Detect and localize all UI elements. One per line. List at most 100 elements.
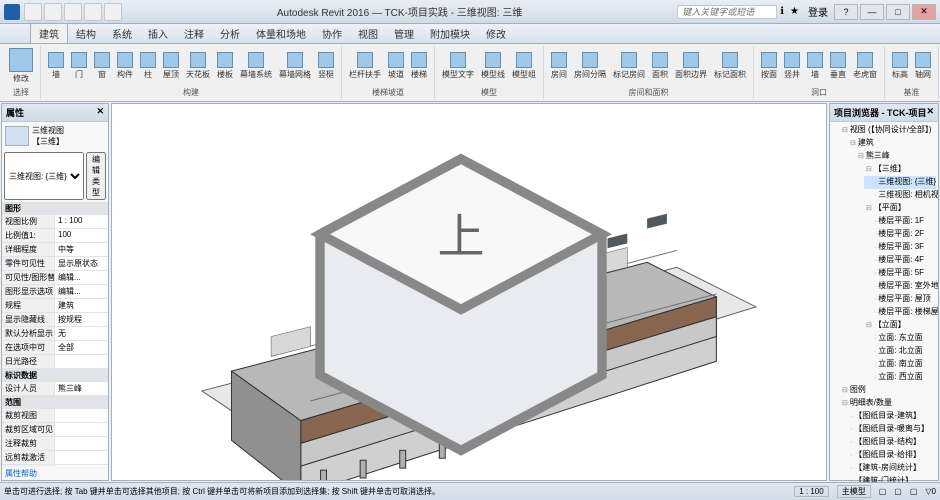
property-row[interactable]: 比例值1:100 xyxy=(2,229,108,243)
tree-item[interactable]: 视图 (【协同设计/全部】) xyxy=(832,124,936,137)
ribbon-button[interactable]: 标记面积 xyxy=(711,51,749,81)
ribbon-button[interactable]: 门 xyxy=(68,51,90,81)
tree-item[interactable]: 【立面】 xyxy=(856,319,936,332)
property-row[interactable]: 视图比例1 : 100 xyxy=(2,215,108,229)
properties-help-link[interactable]: 属性帮助 xyxy=(2,467,108,480)
tree-item[interactable]: 【三维】 xyxy=(856,163,936,176)
ribbon-tab[interactable]: 体量和场地 xyxy=(248,24,314,43)
tree-item[interactable]: 楼层平面: 屋顶 xyxy=(864,293,936,306)
ribbon-button[interactable]: 房间 xyxy=(548,51,570,81)
property-row[interactable]: 注释裁剪 xyxy=(2,437,108,451)
ribbon-button[interactable]: 模型组 xyxy=(509,51,539,81)
ribbon-button[interactable]: 垂直 xyxy=(827,51,849,81)
property-row[interactable]: 图形显示选项编辑... xyxy=(2,285,108,299)
tree-item[interactable]: 楼层平面: 5F xyxy=(864,267,936,280)
type-selector[interactable]: 三维视图【三维】 xyxy=(2,122,108,150)
property-row[interactable]: 详细程度中等 xyxy=(2,243,108,257)
property-row[interactable]: 裁剪区域可见 xyxy=(2,423,108,437)
property-section[interactable]: 图形 xyxy=(2,202,108,215)
info-icon[interactable]: ℹ xyxy=(780,6,784,17)
tree-item[interactable]: 立面: 北立面 xyxy=(864,345,936,358)
ribbon-tab[interactable]: 协作 xyxy=(314,24,350,43)
tree-item[interactable]: 楼层平面: 3F xyxy=(864,241,936,254)
ribbon-button[interactable]: 栏杆扶手 xyxy=(346,51,384,81)
property-row[interactable]: 设计人员熊三峰 xyxy=(2,382,108,396)
panel-close-icon[interactable]: ✕ xyxy=(96,106,104,119)
ribbon-tab[interactable]: 系统 xyxy=(104,24,140,43)
sb-icon[interactable]: ▢ xyxy=(879,487,887,496)
tree-item[interactable]: 熊三峰 xyxy=(848,150,936,163)
model-display[interactable]: 主模型 xyxy=(837,485,871,498)
tree-item[interactable]: 立面: 南立面 xyxy=(864,358,936,371)
ribbon-button[interactable]: 坡道 xyxy=(385,51,407,81)
app-logo[interactable] xyxy=(4,4,20,20)
tree-item[interactable]: 【图纸目录-给排】 xyxy=(840,449,936,462)
ribbon-button[interactable]: 竖梃 xyxy=(315,51,337,81)
user-signin[interactable]: 登录 xyxy=(808,4,828,19)
property-row[interactable]: 零件可见性显示原状态 xyxy=(2,257,108,271)
ribbon-button[interactable]: 墙 xyxy=(45,51,67,81)
tree-item[interactable]: 建筑 xyxy=(840,137,936,150)
ribbon-button[interactable]: 竖井 xyxy=(781,51,803,81)
ribbon-tab[interactable]: 视图 xyxy=(350,24,386,43)
ribbon-tab[interactable]: 管理 xyxy=(386,24,422,43)
tree-item[interactable]: 立面: 东立面 xyxy=(864,332,936,345)
tree-item[interactable]: 【图纸目录-结构】 xyxy=(840,436,936,449)
ribbon-button[interactable]: 模型文字 xyxy=(439,51,477,81)
tree-item[interactable]: 图例 xyxy=(832,384,936,397)
minimize-button[interactable]: — xyxy=(860,4,884,20)
edit-type-button[interactable]: 编辑类型 xyxy=(86,152,106,200)
3d-viewport[interactable]: 上 xyxy=(111,103,827,481)
ribbon-button[interactable]: 柱 xyxy=(137,51,159,81)
project-browser-tree[interactable]: 视图 (【协同设计/全部】)建筑熊三峰【三维】三维视图: {三维}三维视图: 相… xyxy=(830,122,938,482)
ribbon-button[interactable]: 楼梯 xyxy=(408,51,430,81)
property-row[interactable]: 日光路径 xyxy=(2,355,108,369)
ribbon-button[interactable]: 标记房间 xyxy=(610,51,648,81)
tree-item[interactable]: 【建筑-房间统计】 xyxy=(840,462,936,475)
property-row[interactable]: 显示隐藏线按规程 xyxy=(2,313,108,327)
help-search-input[interactable] xyxy=(677,5,777,19)
qat-redo[interactable] xyxy=(84,3,102,21)
qat-print[interactable] xyxy=(104,3,122,21)
property-section[interactable]: 范围 xyxy=(2,396,108,409)
property-row[interactable]: 在选项中可全部 xyxy=(2,341,108,355)
help-button[interactable]: ? xyxy=(834,4,858,20)
property-row[interactable]: 可见性/图形替换编辑... xyxy=(2,271,108,285)
ribbon-button[interactable]: 标高 xyxy=(889,51,911,81)
ribbon-button[interactable]: 天花板 xyxy=(183,51,213,81)
ribbon-button[interactable]: 屋顶 xyxy=(160,51,182,81)
ribbon-tab[interactable]: 分析 xyxy=(212,24,248,43)
ribbon-button[interactable]: 轴网 xyxy=(912,51,934,81)
ribbon-button[interactable]: 按面 xyxy=(758,51,780,81)
ribbon-button[interactable]: 构件 xyxy=(114,51,136,81)
maximize-button[interactable]: □ xyxy=(886,4,910,20)
property-row[interactable]: 裁剪视图 xyxy=(2,409,108,423)
tree-item[interactable]: 明细表/数量 xyxy=(832,397,936,410)
instance-selector[interactable]: 三维视图: {三维} xyxy=(4,152,84,200)
ribbon-button[interactable]: 老虎窗 xyxy=(850,51,880,81)
qat-undo[interactable] xyxy=(64,3,82,21)
ribbon-button[interactable]: 幕墙系统 xyxy=(237,51,275,81)
ribbon-button[interactable]: 幕墙网格 xyxy=(276,51,314,81)
tree-item[interactable]: 楼层平面: 楼梯屋顶 xyxy=(864,306,936,319)
property-row[interactable]: 默认分析显示无 xyxy=(2,327,108,341)
ribbon-button[interactable]: 模型线 xyxy=(478,51,508,81)
ribbon-button[interactable]: 墙 xyxy=(804,51,826,81)
ribbon-tab[interactable]: 建筑 xyxy=(30,23,68,43)
panel-close-icon[interactable]: ✕ xyxy=(926,106,934,119)
tree-item[interactable]: 【图纸目录-暖离与】 xyxy=(840,423,936,436)
close-button[interactable]: ✕ xyxy=(912,4,936,20)
tree-item[interactable]: 楼层平面: 室外地坪 xyxy=(864,280,936,293)
property-section[interactable]: 标识数据 xyxy=(2,369,108,382)
property-row[interactable]: 规程建筑 xyxy=(2,299,108,313)
ribbon-button[interactable]: 面积边界 xyxy=(672,51,710,81)
ribbon-button[interactable]: 房间分隔 xyxy=(571,51,609,81)
ribbon-button[interactable]: 面积 xyxy=(649,51,671,81)
tree-item[interactable]: 楼层平面: 4F xyxy=(864,254,936,267)
view-cube[interactable]: 上 xyxy=(111,112,818,481)
ribbon-tab[interactable]: 注释 xyxy=(176,24,212,43)
tree-item[interactable]: 三维视图: {三维} xyxy=(864,176,936,189)
ribbon-button[interactable]: 窗 xyxy=(91,51,113,81)
tree-item[interactable]: 【建筑-门统计】 xyxy=(840,475,936,482)
property-row[interactable]: 远剪裁激活 xyxy=(2,451,108,465)
